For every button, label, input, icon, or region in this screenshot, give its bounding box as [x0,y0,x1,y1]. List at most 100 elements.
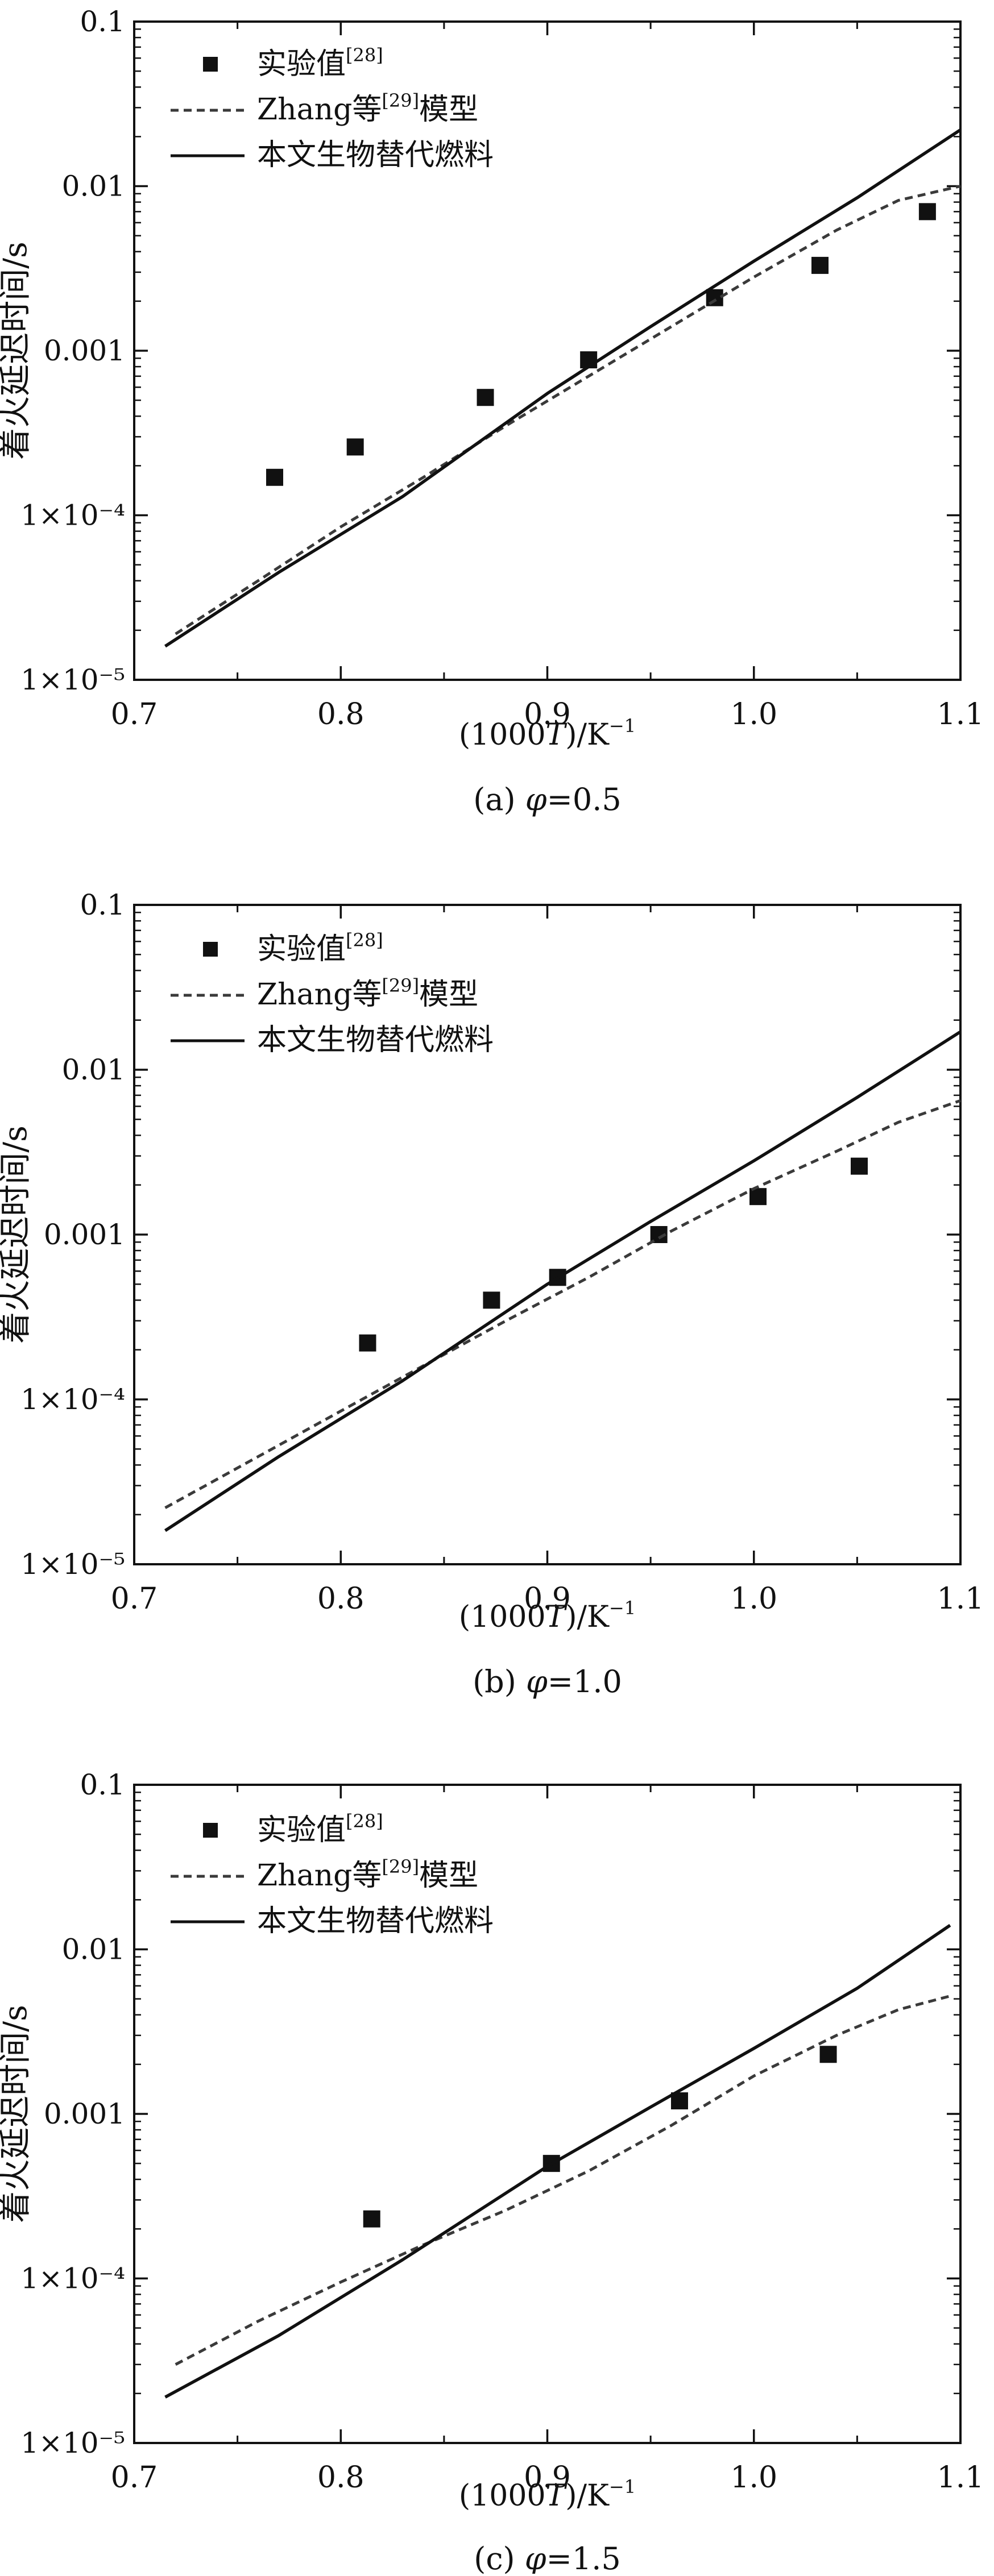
x-tick-label: 0.9 [524,1582,571,1616]
x-axis-title-exponent: −1 [609,2476,636,2498]
legend-label-text: 本文生物替代燃料 [257,1023,494,1057]
experiment-point [363,2210,380,2228]
legend-entry-label: Zhang等[29]模型 [257,1856,478,1893]
caption-label: (c) [474,2541,525,2574]
legend-reference: [29] [382,1856,419,1877]
x-tick-label: 0.7 [111,697,158,732]
legend-entry-label: Zhang等[29]模型 [257,90,478,127]
x-axis-title-main: (1000 [459,1600,546,1634]
experiment-point [851,1157,868,1175]
y-axis-title: 着火延迟时间/s [0,2005,34,2223]
x-tick-label: 1.1 [937,2461,984,2495]
legend-label-text: Zhang等 [257,978,382,1012]
zhang-model-line [164,1099,961,1509]
surrogate-fuel-line [164,1030,962,1532]
x-axis-title: (1000T)/K−1 [459,2476,636,2513]
caption-symbol: φ [526,1664,548,1700]
legend-label-suffix: 模型 [419,1859,478,1893]
legend-reference: [29] [382,975,419,996]
legend-reference: [28] [346,929,383,951]
legend-marker-swatch [203,942,218,957]
x-axis-title-variable: T [546,2479,568,2513]
y-tick-label: 1×10⁻⁵ [20,1548,125,1581]
x-axis-title-unit: )/K [565,2479,610,2513]
x-axis-title: (1000T)/K−1 [459,1597,636,1634]
experiment-point [483,1291,500,1309]
caption-value: =0.5 [547,782,622,817]
y-axis-title: 着火延迟时间/s [0,242,34,460]
y-tick-label: 0.1 [80,888,125,921]
caption-value: =1.0 [548,1664,622,1700]
y-tick-label: 1×10⁻⁴ [20,2262,125,2295]
y-tick-label: 0.1 [80,5,125,38]
x-axis-title-unit: )/K [565,718,610,752]
legend-entry-label: Zhang等[29]模型 [257,975,478,1012]
experiment-point [918,203,936,221]
y-tick-label: 1×10⁻⁵ [20,663,125,696]
zhang-model-line [175,185,961,635]
legend-entry-label: 本文生物替代燃料 [257,138,494,172]
x-tick-label: 0.9 [524,2461,571,2495]
x-axis-title-main: (1000 [459,2479,546,2513]
x-axis-title-unit: )/K [565,1600,610,1634]
legend-reference: [28] [346,1810,383,1832]
legend-entry-label: 实验值[28] [257,929,383,966]
experiment-point [811,256,829,274]
x-tick-label: 0.7 [111,1582,158,1616]
x-tick-label: 0.7 [111,2461,158,2495]
surrogate-fuel-line [164,1923,951,2399]
caption-label: (b) [473,1664,526,1700]
x-tick-label: 0.9 [524,697,571,732]
x-axis-title-variable: T [546,1600,568,1634]
x-axis-title-variable: T [546,718,568,752]
legend-label-suffix: 模型 [419,93,478,127]
legend-label-text: Zhang等 [257,93,382,127]
x-axis-title-main: (1000 [459,718,546,752]
x-axis-title-exponent: −1 [609,1597,636,1619]
chart-panel-2: 0.7 0.8 0.9 1.0 1.1 1×10⁻⁵ 1×10⁻⁴ 0.001 0.01 0.1 着… [0,888,984,1700]
caption-symbol: φ [525,2541,546,2574]
experiment-point [706,289,723,306]
experiment-point [346,438,364,456]
y-tick-label: 1×10⁻⁴ [20,499,125,532]
x-tick-label: 0.8 [317,697,365,732]
experiment-point [819,2046,837,2063]
legend-label-text: 本文生物替代燃料 [257,1904,494,1938]
x-axis-title: (1000T)/K−1 [459,715,636,752]
panel-caption: (a) φ=0.5 [473,782,621,817]
y-tick-label: 1×10⁻⁴ [20,1383,125,1416]
legend-marker-swatch [203,57,218,72]
legend-entry-label: 实验值[28] [257,44,383,81]
y-tick-label: 0.001 [44,1218,125,1251]
legend-entry-label: 本文生物替代燃料 [257,1904,494,1938]
y-tick-label: 0.001 [44,334,125,367]
y-tick-label: 0.01 [62,1053,125,1086]
x-tick-label: 0.8 [317,1582,365,1616]
chart-panel-1: 0.7 0.8 0.9 1.0 1.1 1×10⁻⁵ 1×10⁻⁴ 0.001 0.01 0.1 着… [0,5,984,817]
experiment-point [359,1334,376,1352]
legend-label-text: Zhang等 [257,1859,382,1893]
experiment-point [477,389,494,406]
panel-caption: (c) φ=1.5 [474,2541,620,2574]
legend-reference: [29] [382,90,419,111]
legend-label-text: 本文生物替代燃料 [257,138,494,172]
y-tick-label: 0.1 [80,1768,125,1801]
legend-label-text: 实验值 [257,1813,346,1847]
x-tick-label: 1.0 [730,1582,777,1616]
legend-label-text: 实验值 [257,932,346,966]
caption-value: =1.5 [546,2541,621,2574]
x-tick-label: 1.1 [937,1582,984,1616]
x-tick-label: 1.0 [730,2461,777,2495]
x-axis-title-exponent: −1 [609,715,636,737]
experiment-point [266,468,284,486]
legend-entry-label: 本文生物替代燃料 [257,1023,494,1057]
caption-symbol: φ [525,782,547,817]
y-axis-title: 着火延迟时间/s [0,1125,34,1344]
surrogate-fuel-line [164,128,962,648]
y-tick-label: 0.01 [62,170,125,203]
